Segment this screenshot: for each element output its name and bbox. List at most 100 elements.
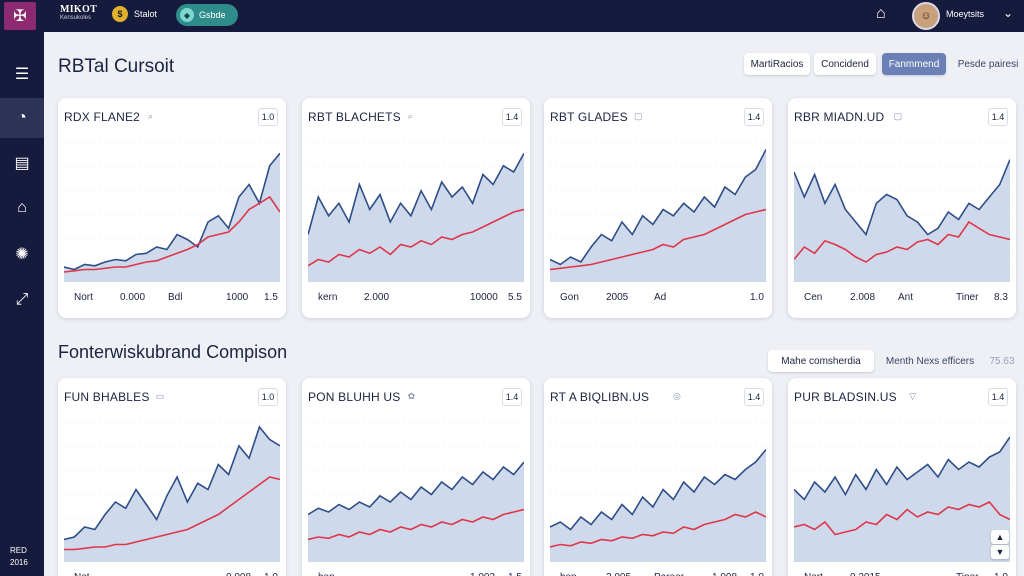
app-logo-icon[interactable]: ✠ bbox=[4, 2, 36, 30]
chart-card[interactable]: RBR MIADN.UD ▢ 1.4 Cen 2.008 Ant Tiner 8.3 bbox=[788, 98, 1016, 318]
card-footer-value: Cen bbox=[804, 292, 823, 303]
section1-button-2[interactable]: Concidend bbox=[814, 53, 876, 75]
lightbulb-icon: ✺ bbox=[15, 246, 29, 263]
card-footer-value: hen bbox=[318, 572, 335, 576]
card-type-icon: ⌕ bbox=[148, 111, 154, 121]
card-badge[interactable]: 1.4 bbox=[502, 108, 522, 126]
card-footer-value: Tiner bbox=[956, 572, 978, 576]
home-icon[interactable]: ⌂ bbox=[876, 5, 886, 22]
card-footer-value: 8.3 bbox=[994, 292, 1008, 303]
area-fill bbox=[64, 153, 280, 282]
card-title: RBR MIADN.UD bbox=[794, 110, 885, 124]
card-footer: hen 2.005 Pareer 1.008 1.0 bbox=[544, 572, 772, 576]
chart-card[interactable]: PUR BLADSIN.US ▽ 1.4 Nert 9.2015 Tiner 1.0 bbox=[788, 378, 1016, 576]
series-line-blue bbox=[308, 152, 524, 235]
card-badge[interactable]: 1.0 bbox=[258, 108, 278, 126]
sidebar-footer-line1: RED bbox=[10, 546, 27, 555]
card-type-icon: ▢ bbox=[893, 111, 903, 121]
chart-card[interactable]: PON BLUHH US ✿ 1.4 hen 1.003 1.5 bbox=[302, 378, 530, 576]
sidebar-item-dashboard[interactable]: ◔ bbox=[0, 98, 44, 138]
section1-button-4[interactable]: Pesde pairesi bbox=[957, 58, 1019, 70]
card-footer: hen 1.003 1.5 bbox=[302, 572, 530, 576]
series-line-red bbox=[64, 476, 280, 551]
chart-card[interactable]: RT A BIQLIBN.US ◎ 1.4 hen 2.005 Pareer 1.008 1.… bbox=[544, 378, 772, 576]
guide-icon: ◆ bbox=[180, 8, 194, 22]
chart-card[interactable]: RBT GLADES ▢ 1.4 Gon 2005 Ad 1.0 bbox=[544, 98, 772, 318]
card-badge[interactable]: 1.4 bbox=[988, 388, 1008, 406]
card-title: RBT GLADES bbox=[550, 110, 628, 124]
topbar-pill-button[interactable]: ◆ Gsbde bbox=[176, 4, 238, 26]
topbar-item-label: Stalot bbox=[134, 9, 158, 19]
section2-button-2[interactable]: Menth Nexs efficers bbox=[885, 355, 975, 367]
card-area-chart bbox=[308, 141, 524, 282]
sidebar-item-links[interactable]: ⤢ bbox=[0, 280, 44, 320]
card-title: RT A BIQLIBN.US bbox=[550, 390, 650, 404]
store-icon: ⌂ bbox=[17, 199, 27, 216]
card-badge[interactable]: 1.4 bbox=[744, 388, 764, 406]
card-footer-value: Tiner bbox=[956, 292, 979, 303]
sidebar-item-documents[interactable]: ▤ bbox=[0, 143, 44, 183]
card-footer: Nert 9.2015 Tiner 1.0 bbox=[788, 572, 1016, 576]
topbar-item-stalot[interactable]: $ Stalot bbox=[112, 6, 157, 22]
card-footer: kern 2.000 10000 5.5 bbox=[302, 292, 530, 312]
card-title: RBT BLACHETS bbox=[308, 110, 401, 124]
chart-card[interactable]: FUN BHABLES ▭ 1.0 Net 0.008 1.0 bbox=[58, 378, 286, 576]
sidebar-footer-line2: 2016 bbox=[10, 558, 28, 567]
card-footer-value: 1.003 bbox=[470, 572, 495, 576]
card-area-chart bbox=[64, 141, 280, 282]
area-fill bbox=[64, 427, 280, 562]
card-footer-value: 5.5 bbox=[508, 292, 522, 303]
section2-button-1[interactable]: Mahe comsherdia bbox=[768, 350, 874, 372]
card-footer-value: 1.0 bbox=[264, 572, 278, 576]
document-icon: ▤ bbox=[14, 155, 30, 172]
card-footer-value: 1.5 bbox=[264, 292, 278, 303]
card-badge[interactable]: 1.4 bbox=[988, 108, 1008, 126]
menu-icon: ☰ bbox=[14, 66, 30, 83]
card-area-chart bbox=[64, 421, 280, 562]
area-fill bbox=[308, 462, 524, 562]
card-footer-value: Ad bbox=[654, 292, 667, 303]
sidebar-item-menu[interactable]: ☰ bbox=[0, 54, 44, 94]
card-footer-value: kern bbox=[318, 292, 338, 303]
card-footer-value: 2005 bbox=[606, 292, 629, 303]
section1-button-3[interactable]: Fanmmend bbox=[882, 53, 946, 75]
user-name[interactable]: Moeytsits bbox=[946, 9, 985, 19]
card-footer-value: 2.005 bbox=[606, 572, 631, 576]
section1-button-1[interactable]: MartiRacios bbox=[744, 53, 810, 75]
card-footer-value: Nort bbox=[74, 292, 93, 303]
chart-card[interactable]: RDX FLANE2 ⌕ 1.0 Nort 0.000 Bdl 1000 1.5 bbox=[58, 98, 286, 318]
card-footer-value: 0.008 bbox=[226, 572, 251, 576]
card-badge[interactable]: 1.4 bbox=[744, 108, 764, 126]
series-line-red bbox=[308, 208, 524, 267]
sidebar-item-ideas[interactable]: ✺ bbox=[0, 234, 44, 274]
top-bar: ✠ MIKOT Kensukoles $ Stalot ◆ Gsbde ⌂ ☺ … bbox=[0, 0, 1024, 32]
avatar[interactable]: ☺ bbox=[912, 2, 940, 30]
card-footer-value: Ant bbox=[898, 292, 914, 303]
card-type-icon: ⌕ bbox=[407, 111, 413, 121]
card-footer-value: 1.0 bbox=[750, 572, 764, 576]
chart-card[interactable]: RBT BLACHETS ⌕ 1.4 kern 2.000 10000 5.5 bbox=[302, 98, 530, 318]
series-line-red bbox=[64, 195, 280, 273]
scroll-up-button[interactable]: ▲ bbox=[991, 530, 1009, 544]
card-badge[interactable]: 1.0 bbox=[258, 388, 278, 406]
series-line-blue bbox=[794, 436, 1010, 501]
sidebar: ☰ ◔ ▤ ⌂ ✺ ⤢ RED 2016 bbox=[0, 32, 44, 576]
coin-icon: $ bbox=[112, 6, 128, 22]
card-footer-value: 10000 bbox=[470, 292, 498, 303]
card-footer-value: Gon bbox=[560, 292, 579, 303]
card-footer-value: 2.008 bbox=[850, 292, 876, 303]
series-line-blue bbox=[64, 152, 280, 271]
card-badge[interactable]: 1.4 bbox=[502, 388, 522, 406]
card-type-icon: ◎ bbox=[673, 391, 681, 401]
sidebar-footer: RED 2016 bbox=[10, 545, 28, 569]
brand-name: MIKOT bbox=[60, 4, 98, 15]
series-line-blue bbox=[550, 448, 766, 531]
series-line-blue bbox=[794, 159, 1010, 237]
scroll-down-button[interactable]: ▼ bbox=[991, 545, 1009, 559]
card-footer-value: 2.000 bbox=[364, 292, 390, 303]
gauge-icon: ◔ bbox=[17, 109, 27, 126]
card-footer: Cen 2.008 Ant Tiner 8.3 bbox=[788, 292, 1016, 312]
chevron-down-icon[interactable]: ⌄ bbox=[1003, 6, 1014, 20]
series-line-red bbox=[550, 511, 766, 548]
sidebar-item-store[interactable]: ⌂ bbox=[0, 188, 44, 228]
